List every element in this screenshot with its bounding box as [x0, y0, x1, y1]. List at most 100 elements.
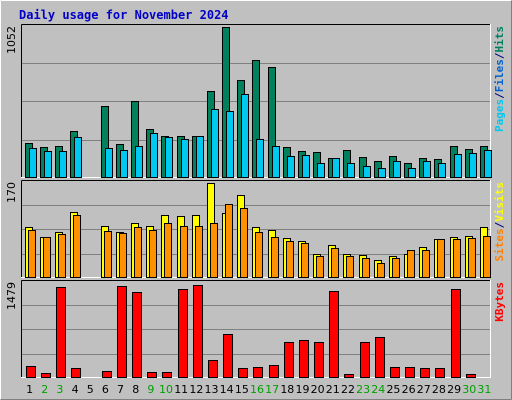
- series-legend: Sites/Visits: [493, 182, 506, 262]
- bar-sites: [195, 226, 203, 278]
- bar-sites: [316, 256, 324, 278]
- legend-entry: Sites: [493, 228, 506, 261]
- bar-pages: [165, 137, 173, 178]
- bar-pages: [211, 109, 219, 178]
- bar-sites: [104, 231, 112, 278]
- x-tick-label: 9: [147, 383, 154, 396]
- bar-sites: [225, 204, 233, 278]
- x-tick-label: 21: [326, 383, 340, 396]
- bar-kbytes: [238, 368, 248, 378]
- bar-pages: [408, 168, 416, 178]
- x-tick-label: 19: [295, 383, 309, 396]
- bar-sites: [28, 230, 36, 278]
- bar-kbytes: [435, 368, 445, 378]
- bar-sites: [392, 258, 400, 278]
- x-tick-label: 5: [87, 383, 94, 396]
- bar-sites: [331, 248, 339, 278]
- x-tick-label: 18: [280, 383, 294, 396]
- y-max-label: 170: [5, 182, 18, 203]
- legend-entry: Pages: [493, 99, 506, 132]
- bar-sites: [377, 263, 385, 278]
- bar-pages: [59, 151, 67, 178]
- x-tick-label: 29: [447, 383, 461, 396]
- x-tick-label: 6: [102, 383, 109, 396]
- bar-kbytes: [284, 342, 294, 378]
- legend-entry: /: [493, 92, 506, 99]
- bar-sites: [483, 236, 491, 278]
- bar-sites: [271, 237, 279, 278]
- x-tick-label: 11: [174, 383, 188, 396]
- bar-pages: [378, 168, 386, 178]
- bar-kbytes: [344, 374, 354, 378]
- bar-pages: [181, 139, 189, 178]
- bar-sites: [58, 234, 66, 278]
- x-tick-label: 25: [386, 383, 400, 396]
- x-tick-label: 20: [311, 383, 325, 396]
- panel-visits-sites: 170 Sites/Visits: [5, 180, 506, 278]
- bar-pages: [302, 155, 310, 178]
- x-tick-label: 13: [205, 383, 219, 396]
- legend-entry: KBytes: [493, 282, 506, 322]
- bar-pages: [135, 146, 143, 178]
- bar-kbytes: [162, 372, 172, 378]
- bar-sites: [301, 243, 309, 278]
- bar-sites: [149, 230, 157, 278]
- bar-kbytes: [102, 371, 112, 378]
- legend-entry: /: [493, 221, 506, 228]
- bar-kbytes: [466, 374, 476, 378]
- chart-title: Daily usage for November 2024: [19, 8, 229, 22]
- bar-pages: [363, 166, 371, 178]
- panel-kbytes: 1479 KBytes: [5, 280, 506, 378]
- bar-sites: [210, 223, 218, 278]
- bar-kbytes: [375, 337, 385, 378]
- y-max-label: 1479: [5, 282, 18, 310]
- bar-kbytes: [208, 360, 218, 378]
- x-tick-label: 4: [72, 383, 79, 396]
- legend-entry: Visits: [493, 182, 506, 222]
- x-tick-label: 8: [132, 383, 139, 396]
- bar-kbytes: [451, 289, 461, 378]
- bar-pages: [454, 154, 462, 178]
- bar-kbytes: [132, 292, 142, 378]
- bar-sites: [255, 232, 263, 278]
- bar-kbytes: [390, 367, 400, 378]
- legend-entry: Files: [493, 59, 506, 92]
- bar-pages: [423, 161, 431, 178]
- bar-sites: [180, 226, 188, 278]
- x-tick-label: 28: [432, 383, 446, 396]
- bar-kbytes: [405, 367, 415, 378]
- series-legend: Pages/Files/Hits: [493, 26, 506, 132]
- bar-pages: [347, 163, 355, 178]
- bar-kbytes: [56, 287, 66, 378]
- bar-pages: [74, 137, 82, 178]
- x-tick-label: 31: [477, 383, 491, 396]
- panel-hits-files-pages: 1052 Pages/Files/Hits: [5, 24, 506, 178]
- x-tick-label: 16: [250, 383, 264, 396]
- bar-kbytes: [299, 340, 309, 378]
- y-max-label: 1052: [5, 26, 18, 54]
- bar-pages: [393, 161, 401, 178]
- bar-kbytes: [329, 291, 339, 378]
- bar-sites: [286, 241, 294, 278]
- bar-kbytes: [223, 334, 233, 378]
- bar-pages: [226, 111, 234, 178]
- x-tick-label: 17: [265, 383, 279, 396]
- bar-pages: [150, 133, 158, 178]
- x-tick-label: 10: [159, 383, 173, 396]
- x-axis-day-labels: 1 2 3 4 5 6 7 8 9 10 11 12 13 14 15 16 17 18 19 20 21 22 23 24 2…: [26, 383, 491, 396]
- bar-sites: [73, 215, 81, 278]
- x-tick-label: 27: [417, 383, 431, 396]
- x-tick-label: 23: [356, 383, 370, 396]
- bar-kbytes: [147, 372, 157, 378]
- x-tick-label: 7: [117, 383, 124, 396]
- bar-sites: [43, 237, 51, 278]
- bar-sites: [134, 227, 142, 278]
- bar-pages: [484, 150, 492, 178]
- bar-kbytes: [420, 368, 430, 378]
- bar-sites: [437, 239, 445, 278]
- bar-pages: [241, 94, 249, 178]
- bar-sites: [164, 223, 172, 278]
- bar-kbytes: [314, 342, 324, 378]
- bar-pages: [317, 163, 325, 178]
- bar-sites: [240, 208, 248, 278]
